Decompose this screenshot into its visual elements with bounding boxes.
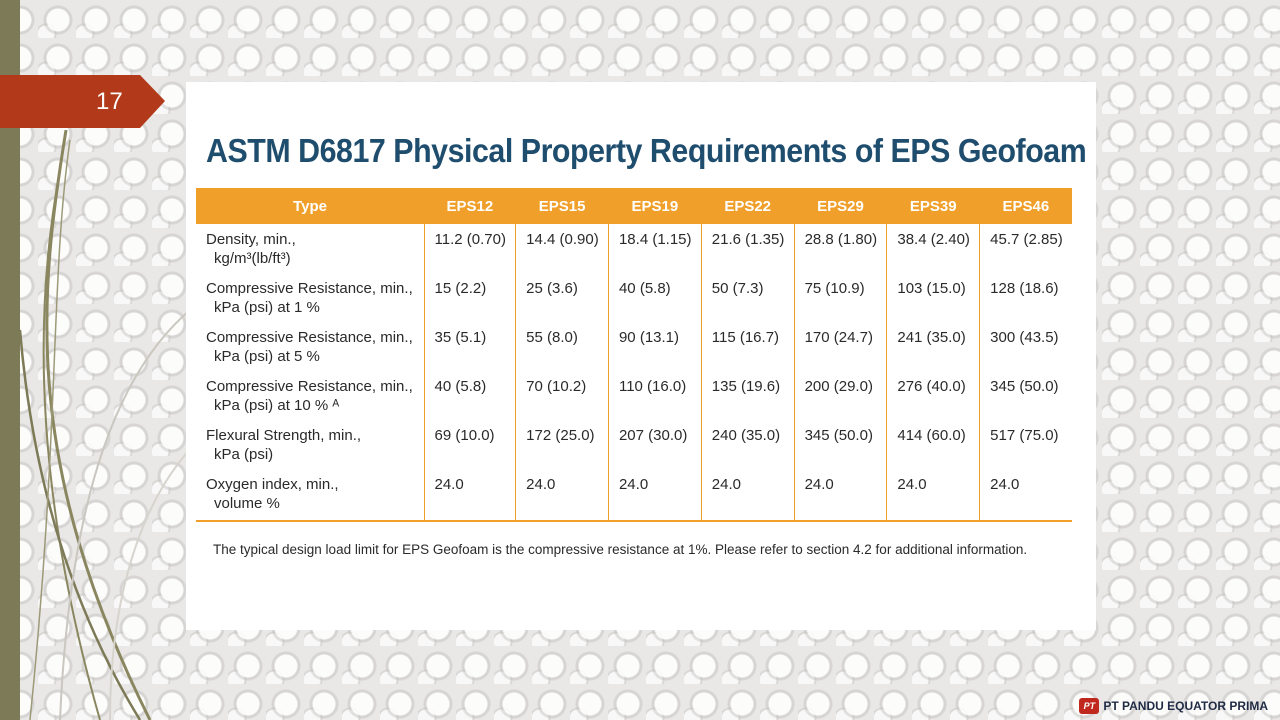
value-cell: 28.8 (1.80) [793,224,887,273]
value-cell: 55 (8.0) [515,322,609,371]
header-eps39: EPS39 [886,188,980,224]
deco-curve-4 [59,309,191,720]
property-label: Oxygen index, min., [206,476,339,493]
table-row-compressive-5: Compressive Resistance, min., kPa (psi) a… [196,322,1072,371]
value-cell: 172 (25.0) [515,420,609,469]
left-side-bar [0,0,20,720]
header-eps15: EPS15 [515,188,609,224]
value-cell: 115 (16.7) [700,322,795,371]
table-row-density: Density, min., kg/m³(lb/ft³) 11.2 (0.70) … [196,224,1072,273]
value-cell: 103 (15.0) [886,273,980,322]
table-row-flexural: Flexural Strength, min., kPa (psi) 69 (10… [196,420,1072,469]
value-cell: 110 (16.0) [607,371,702,420]
value-cell: 24.0 [607,469,702,522]
value-cell: 40 (5.8) [607,273,702,322]
table-row-oxygen: Oxygen index, min., volume % 24.0 24.0 24… [196,469,1072,522]
company-name: PT PANDU EQUATOR PRIMA [1103,699,1268,713]
value-cell: 90 (13.1) [607,322,702,371]
value-cell: 69 (10.0) [423,420,516,469]
property-label: Compressive Resistance, min., [206,378,413,395]
value-cell: 70 (10.2) [515,371,609,420]
property-label: Compressive Resistance, min., [206,280,413,297]
company-logo-icon: PT [1079,698,1100,714]
value-cell: 15 (2.2) [423,273,516,322]
property-cell: Density, min., kg/m³(lb/ft³) [196,224,424,273]
value-cell: 21.6 (1.35) [700,224,795,273]
value-cell: 135 (19.6) [700,371,795,420]
property-unit: kPa (psi) at 10 % ᴬ [214,397,340,414]
deco-curve-3 [18,329,142,720]
property-cell: Compressive Resistance, min., kPa (psi) a… [196,273,424,322]
value-cell: 24.0 [979,469,1072,522]
value-cell: 14.4 (0.90) [515,224,609,273]
value-cell: 75 (10.9) [793,273,887,322]
property-unit: volume % [214,495,280,512]
value-cell: 241 (35.0) [886,322,980,371]
value-cell: 345 (50.0) [979,371,1072,420]
value-cell: 345 (50.0) [793,420,887,469]
value-cell: 414 (60.0) [886,420,980,469]
value-cell: 207 (30.0) [607,420,702,469]
decorative-curves [18,130,211,720]
property-cell: Compressive Resistance, min., kPa (psi) a… [196,322,424,371]
table-row-compressive-10: Compressive Resistance, min., kPa (psi) a… [196,371,1072,420]
page-number: 17 [96,88,123,115]
value-cell: 24.0 [423,469,516,522]
property-unit: kPa (psi) [214,446,274,463]
deco-curve-6 [29,139,71,720]
property-unit: kPa (psi) at 1 % [214,299,320,316]
slide-card: ASTM D6817 Physical Property Requirement… [186,82,1096,630]
value-cell: 38.4 (2.40) [886,224,980,273]
value-cell: 24.0 [886,469,980,522]
value-cell: 24.0 [515,469,609,522]
property-label: Compressive Resistance, min., [206,329,413,346]
value-cell: 276 (40.0) [886,371,980,420]
value-cell: 200 (29.0) [793,371,887,420]
value-cell: 24.0 [700,469,795,522]
property-label: Density, min., [206,231,296,248]
value-cell: 300 (43.5) [979,322,1072,371]
value-cell: 170 (24.7) [793,322,887,371]
page-number-tag [0,75,165,128]
property-label: Flexural Strength, min., [206,427,362,444]
header-eps29: EPS29 [794,188,887,224]
value-cell: 18.4 (1.15) [607,224,702,273]
value-cell: 25 (3.6) [515,273,609,322]
property-table: Type EPS12 EPS15 EPS19 EPS22 EPS29 EPS39… [196,188,1072,522]
property-cell: Oxygen index, min., volume % [196,469,424,522]
value-cell: 24.0 [793,469,887,522]
table-header-row: Type EPS12 EPS15 EPS19 EPS22 EPS29 EPS39… [196,188,1072,224]
value-cell: 45.7 (2.85) [979,224,1072,273]
table-row-compressive-1: Compressive Resistance, min., kPa (psi) a… [196,273,1072,322]
property-cell: Compressive Resistance, min., kPa (psi) a… [196,371,424,420]
value-cell: 50 (7.3) [700,273,795,322]
property-unit: kPa (psi) at 5 % [214,348,320,365]
table-footnote: The typical design load limit for EPS Ge… [213,542,1028,557]
brand-footer: PT PT PANDU EQUATOR PRIMA [1079,698,1268,714]
header-eps22: EPS22 [701,188,795,224]
header-type: Type [196,188,424,224]
value-cell: 40 (5.8) [423,371,516,420]
header-eps46: EPS46 [979,188,1072,224]
header-eps19: EPS19 [608,188,702,224]
value-cell: 128 (18.6) [979,273,1072,322]
value-cell: 35 (5.1) [423,322,516,371]
slide-title: ASTM D6817 Physical Property Requirement… [206,132,1087,169]
property-cell: Flexural Strength, min., kPa (psi) [196,420,424,469]
property-unit: kg/m³(lb/ft³) [214,250,291,267]
deco-curve-2 [42,169,101,720]
value-cell: 517 (75.0) [979,420,1072,469]
header-eps12: EPS12 [424,188,516,224]
value-cell: 11.2 (0.70) [423,224,516,273]
value-cell: 240 (35.0) [700,420,795,469]
